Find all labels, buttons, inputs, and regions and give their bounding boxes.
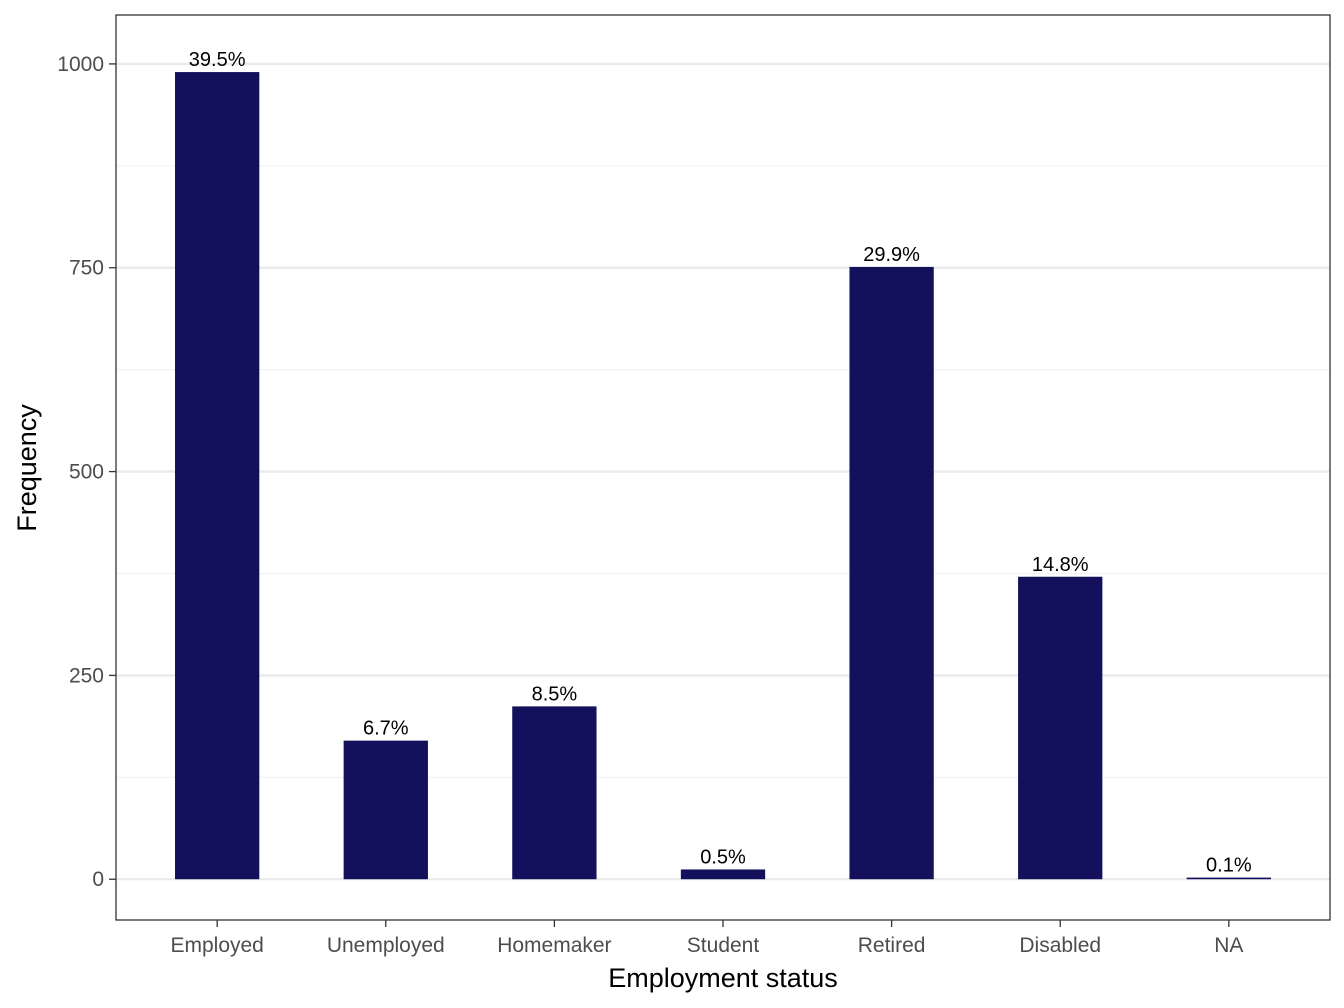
x-axis-title: Employment status xyxy=(608,963,838,993)
x-tick-label: Disabled xyxy=(1019,934,1101,957)
bar xyxy=(343,740,428,880)
y-axis: 0 250 500 750 1000 xyxy=(57,53,116,891)
bar xyxy=(1018,576,1103,880)
y-tick-label: 250 xyxy=(69,664,104,687)
x-tick-label: Employed xyxy=(170,934,263,957)
bar-value-label: 6.7% xyxy=(363,718,409,740)
bar-value-label: 39.5% xyxy=(189,49,246,71)
minor-gridlines xyxy=(116,165,1330,778)
bar xyxy=(680,869,766,880)
bar-value-labels: 39.5% 6.7% 8.5% 0.5% 29.9% 14.8% 0.1% xyxy=(189,49,1252,877)
bars xyxy=(175,72,1271,880)
bar xyxy=(1186,877,1271,880)
x-tick-label: NA xyxy=(1214,934,1243,957)
x-axis: Employed Unemployed Homemaker Student Retire… xyxy=(170,920,1243,957)
bar-value-label: 14.8% xyxy=(1032,554,1089,576)
x-tick-label: Homemaker xyxy=(497,934,611,957)
bar-value-label: 0.5% xyxy=(700,846,746,868)
bar xyxy=(175,72,260,880)
y-tick-label: 0 xyxy=(92,868,104,891)
y-tick-label: 1000 xyxy=(57,53,104,76)
bar xyxy=(849,266,934,880)
plot-panel-border xyxy=(115,14,1331,921)
x-tick-label: Retired xyxy=(858,934,926,957)
major-gridlines xyxy=(116,62,1330,881)
bar-value-label: 29.9% xyxy=(863,244,920,266)
x-tick-label: Unemployed xyxy=(327,934,445,957)
bar-value-label: 0.1% xyxy=(1206,855,1252,877)
y-axis-title: Frequency xyxy=(12,404,42,532)
bar xyxy=(512,706,597,880)
y-tick-label: 500 xyxy=(69,461,104,484)
bar-value-label: 8.5% xyxy=(532,683,578,705)
x-tick-label: Student xyxy=(687,934,760,957)
y-tick-label: 750 xyxy=(69,257,104,280)
